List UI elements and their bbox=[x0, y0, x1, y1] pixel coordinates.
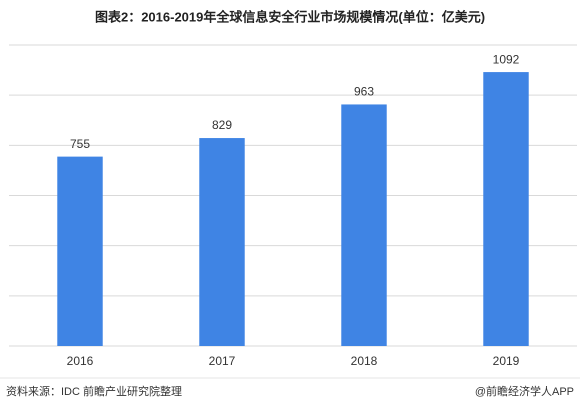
bar bbox=[341, 104, 387, 346]
x-tick-label: 2016 bbox=[67, 354, 94, 368]
x-tick-label: 2018 bbox=[351, 354, 378, 368]
bar bbox=[199, 138, 245, 346]
value-label: 1092 bbox=[493, 52, 520, 66]
chart-title: 图表2：2016-2019年全球信息安全行业市场规模情况(单位：亿美元) bbox=[95, 9, 485, 24]
value-label: 829 bbox=[212, 118, 232, 132]
source-note: 资料来源：IDC 前瞻产业研究院整理 bbox=[6, 384, 182, 398]
value-label: 755 bbox=[70, 137, 90, 151]
bar bbox=[57, 156, 103, 346]
x-tick-label: 2017 bbox=[209, 354, 236, 368]
x-tick-label: 2019 bbox=[493, 354, 520, 368]
bar bbox=[483, 72, 529, 346]
credit: @前瞻经济学人APP bbox=[475, 384, 574, 398]
value-label: 963 bbox=[354, 85, 374, 99]
